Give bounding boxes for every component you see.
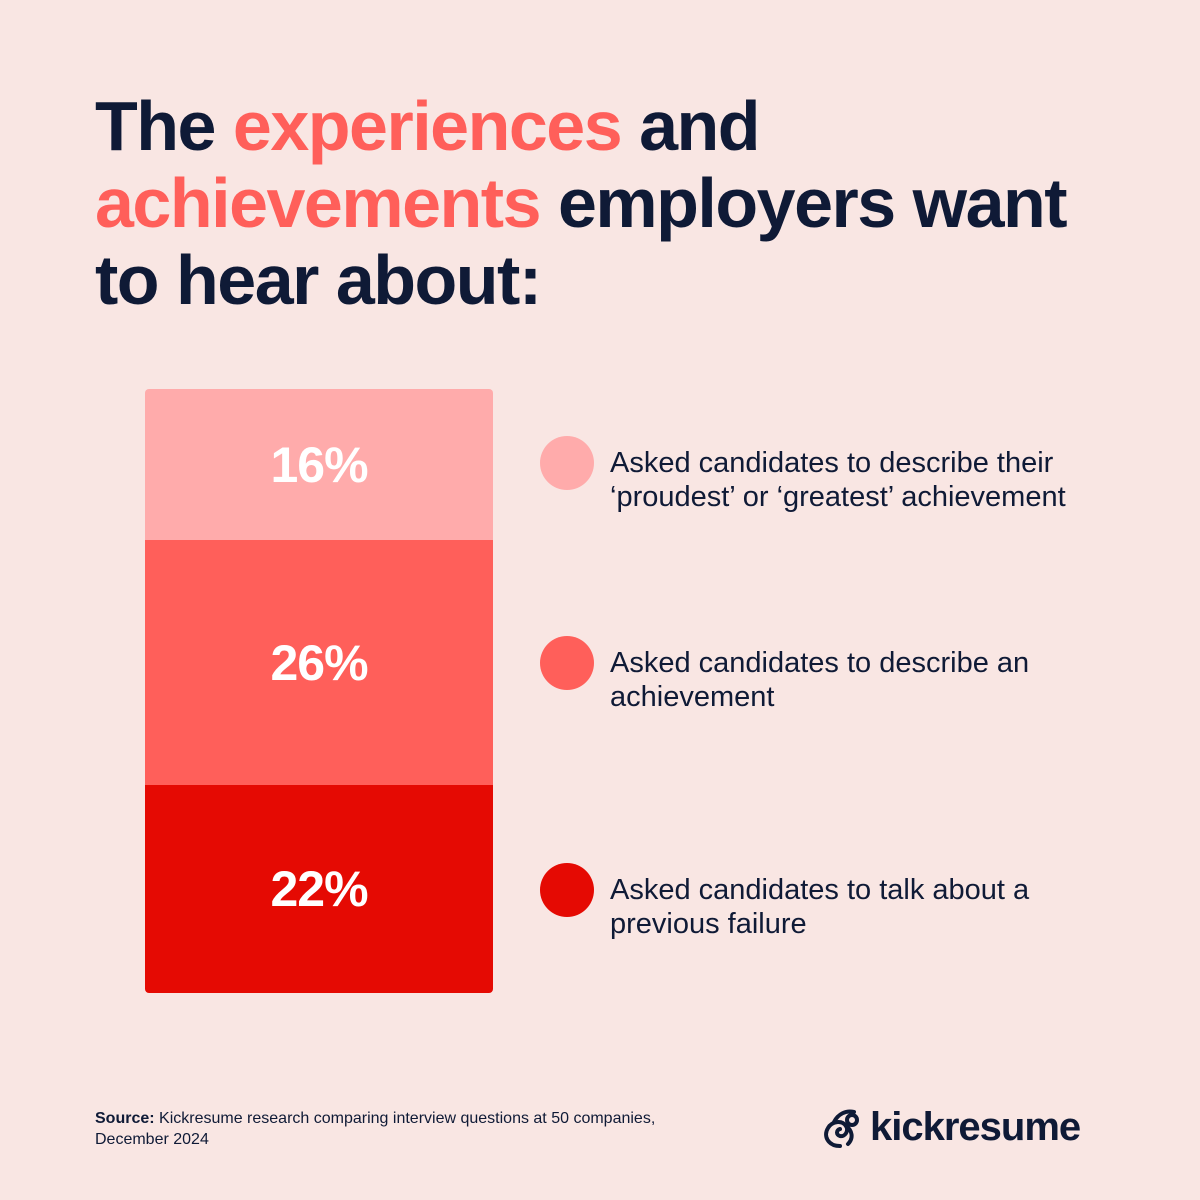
source-date: December 2024: [95, 1131, 209, 1148]
chameleon-logo-icon: [824, 1109, 859, 1148]
data-label: 26%: [270, 634, 368, 691]
legend-dot-icon: [540, 436, 594, 490]
stacked-bar: 16% 26% 22%: [145, 389, 493, 993]
bar-segment-proudest: 16%: [145, 389, 493, 540]
title-highlight-achievements: achievements: [95, 164, 542, 242]
title-text: employers want to hear about:: [95, 164, 1068, 319]
data-label: 22%: [270, 861, 368, 918]
data-label: 16%: [270, 436, 368, 493]
kickresume-logo: kickresume: [820, 1105, 1081, 1150]
source-text: Kickresume research comparing interview …: [154, 1110, 656, 1127]
logo-text: kickresume: [870, 1105, 1081, 1149]
bar-segment-failure: 22%: [145, 785, 493, 993]
legend-label: Asked candidates to describe an achievem…: [610, 647, 1030, 713]
legend-item-proudest: Asked candidates to describe their ‘prou…: [540, 436, 1110, 514]
title-text: and: [621, 87, 760, 165]
title-highlight-experiences: experiences: [232, 87, 623, 165]
legend-dot-icon: [540, 636, 594, 690]
source-note: Source: Kickresume research comparing in…: [95, 1108, 655, 1150]
legend-item-failure: Asked candidates to talk about a previou…: [540, 863, 1110, 941]
legend-label: Asked candidates to describe their ‘prou…: [610, 447, 1066, 513]
bar-segment-achievement: 26%: [145, 540, 493, 786]
title-text: The: [95, 87, 233, 165]
source-label: Source:: [95, 1110, 155, 1127]
legend-item-achievement: Asked candidates to describe an achievem…: [540, 636, 1110, 714]
legend-label: Asked candidates to talk about a previou…: [610, 874, 1030, 940]
legend-dot-icon: [540, 863, 594, 917]
page-title: The experiences and achievements employe…: [95, 88, 1095, 319]
